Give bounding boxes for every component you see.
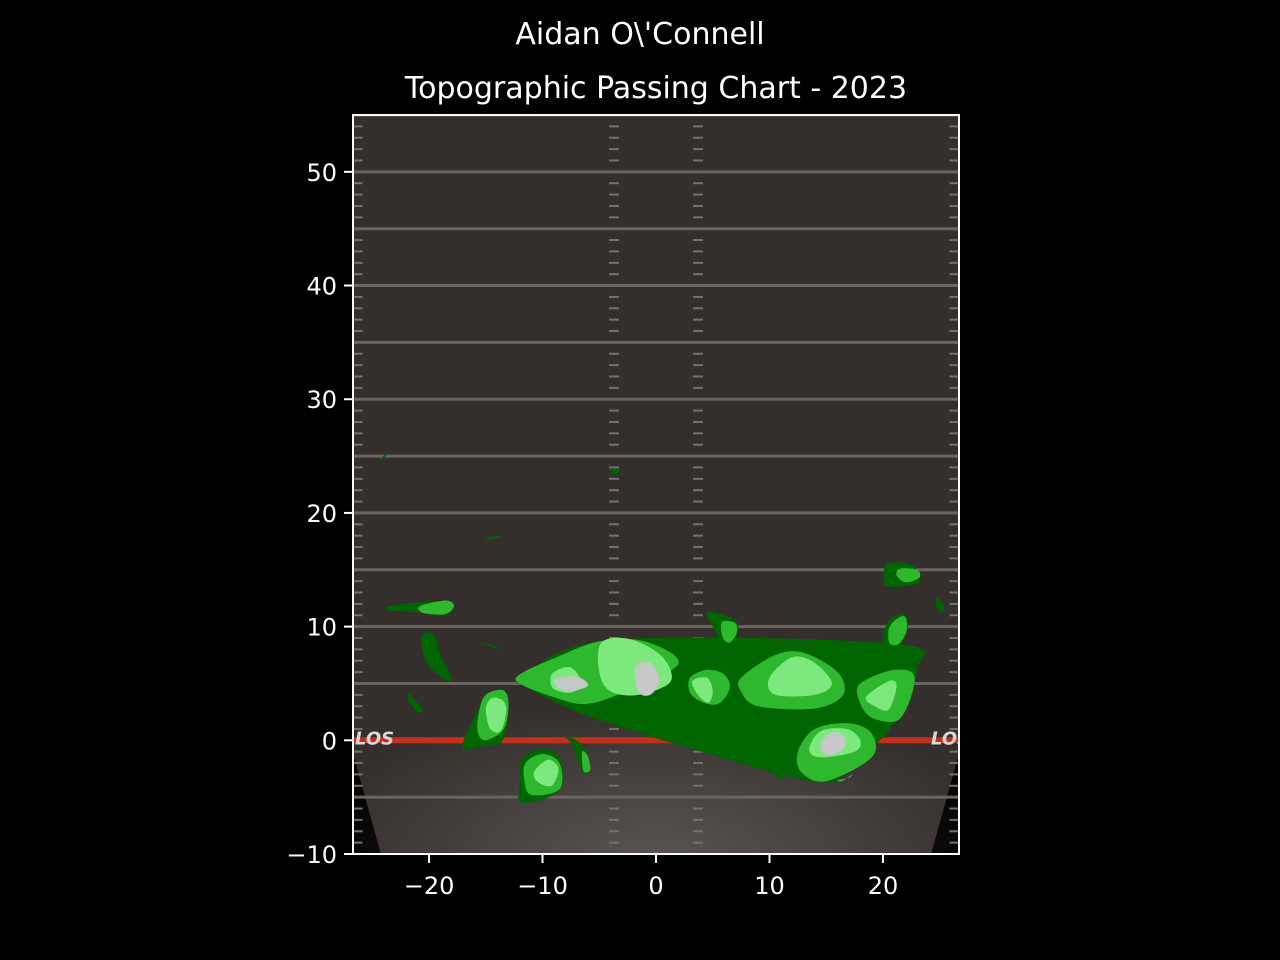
density-contour-level-3 bbox=[692, 677, 713, 703]
density-contour-level-2 bbox=[888, 616, 908, 646]
density-contour-level-2 bbox=[418, 600, 455, 615]
y-tick-label: 20 bbox=[306, 500, 337, 528]
density-contour-level-1 bbox=[381, 575, 389, 582]
y-tick-label: −10 bbox=[286, 841, 337, 869]
density-contour-level-1 bbox=[407, 693, 424, 713]
density-contours bbox=[379, 452, 945, 804]
los-marker-left: LOS bbox=[355, 728, 394, 749]
y-tick-label: 50 bbox=[306, 159, 337, 187]
x-tick-label: −10 bbox=[517, 872, 568, 900]
density-contour-level-4 bbox=[820, 732, 846, 756]
density-contour-level-4 bbox=[634, 661, 660, 696]
density-contour-level-1 bbox=[379, 452, 389, 462]
los-marker-right: LOS bbox=[931, 728, 970, 749]
x-tick-label: 20 bbox=[868, 872, 899, 900]
density-contour-level-2 bbox=[581, 750, 591, 773]
density-contour-level-1 bbox=[610, 468, 621, 474]
y-axis: −10 0 10 20 30 40 50 bbox=[286, 159, 353, 869]
chart-suptitle: Aidan O\'Connell bbox=[515, 17, 764, 52]
density-contour-level-1 bbox=[935, 598, 945, 613]
density-contour-level-3 bbox=[768, 656, 832, 697]
x-tick-label: −20 bbox=[404, 872, 455, 900]
x-tick-label: 10 bbox=[754, 872, 785, 900]
chart-title: Topographic Passing Chart - 2023 bbox=[404, 71, 907, 106]
y-tick-label: 10 bbox=[306, 614, 337, 642]
y-tick-label: 30 bbox=[306, 386, 337, 414]
density-contour-level-1 bbox=[760, 636, 764, 648]
plot-area: LOS LOS bbox=[353, 115, 970, 854]
x-tick-label: 0 bbox=[648, 872, 663, 900]
density-contour-level-1 bbox=[479, 642, 500, 650]
density-contour-level-3 bbox=[533, 759, 559, 787]
density-contour-level-3 bbox=[865, 680, 897, 711]
density-contour-level-2 bbox=[896, 568, 921, 583]
density-contour-level-1 bbox=[421, 632, 452, 682]
y-tick-label: 0 bbox=[322, 727, 337, 755]
density-contour-level-1 bbox=[758, 762, 785, 780]
density-contour-level-4 bbox=[553, 676, 589, 692]
y-tick-label: 40 bbox=[306, 273, 337, 301]
density-contour-level-3 bbox=[485, 697, 507, 733]
density-contour-level-2 bbox=[720, 620, 738, 643]
x-axis: −20 −10 0 10 20 bbox=[404, 854, 899, 900]
density-contour-level-2 bbox=[837, 774, 853, 782]
density-contour-level-1 bbox=[485, 535, 501, 541]
